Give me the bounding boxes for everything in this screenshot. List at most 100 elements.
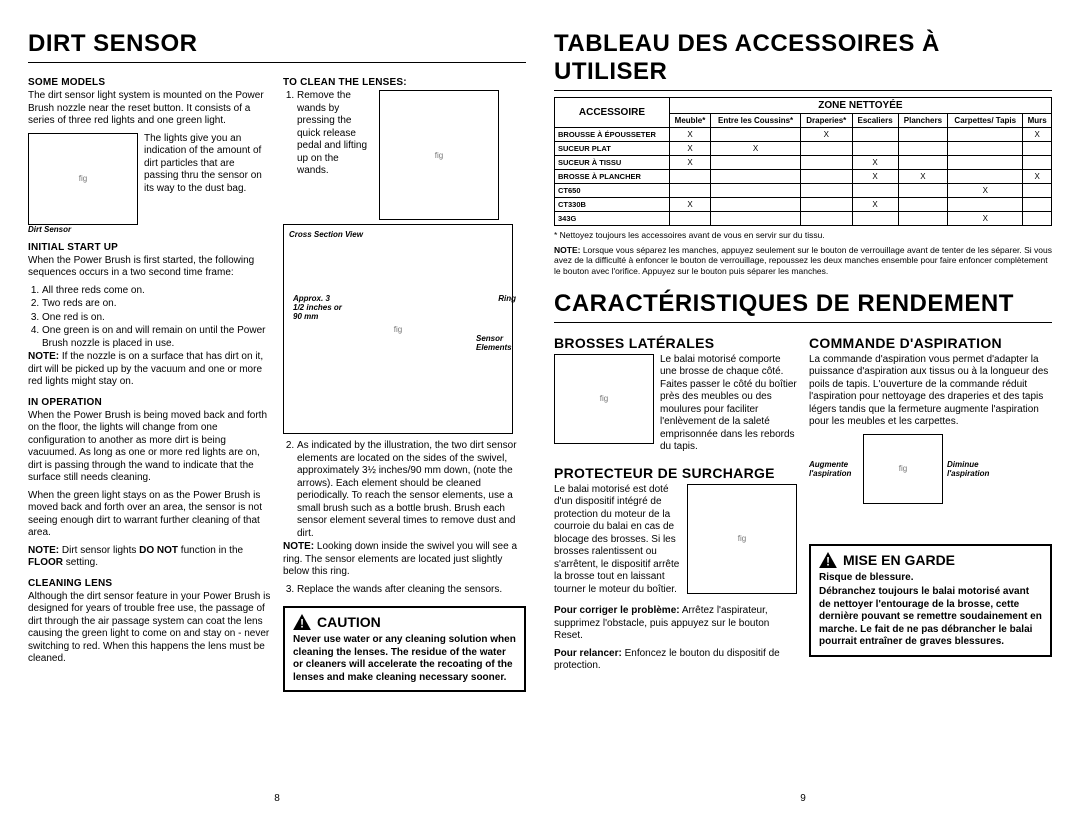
- table-footnote-2: NOTE: Lorsque vous séparez les manches, …: [554, 245, 1052, 276]
- brosses-heading: BROSSES LATÉRALES: [554, 335, 797, 351]
- cell: [852, 212, 898, 226]
- step2: As indicated by the illustration, the tw…: [297, 440, 526, 540]
- caution-body: Never use water or any cleaning solution…: [293, 634, 516, 684]
- table-row: 343GX: [555, 212, 1052, 226]
- initial-heading: INITIAL START UP: [28, 242, 271, 253]
- warning-icon: !: [293, 614, 311, 630]
- table-row: BROSSE À PLANCHERXXX: [555, 170, 1052, 184]
- initial-list: All three reds come on. Two reds are on.…: [42, 285, 271, 351]
- inop-p1: When the Power Brush is being moved back…: [28, 410, 271, 485]
- cross-section-caption: Cross Section View: [289, 230, 363, 239]
- cell: [711, 212, 801, 226]
- title-rule-2: [554, 322, 1052, 323]
- toclean-heading: TO CLEAN THE LENSES:: [283, 77, 526, 88]
- table-row: SUCEUR PLATXX: [555, 142, 1052, 156]
- svg-text:!: !: [826, 556, 830, 568]
- th: Murs: [1023, 114, 1052, 128]
- table-row: BROUSSE À ÉPOUSSETERXXX: [555, 128, 1052, 142]
- cell: [898, 198, 948, 212]
- cell: [801, 198, 852, 212]
- protecteur-p1: Le balai motorisé est doté d'un disposit…: [554, 484, 681, 597]
- cell: X: [669, 156, 710, 170]
- cell: [1023, 212, 1052, 226]
- title-rule: [554, 90, 1052, 91]
- remove-wands-figure: fig: [379, 90, 499, 220]
- caution-heading: CAUTION: [317, 614, 381, 630]
- cell: X: [669, 142, 710, 156]
- cell: [669, 184, 710, 198]
- cell: X: [711, 142, 801, 156]
- left-col-2: TO CLEAN THE LENSES: Remove the wands by…: [283, 69, 526, 692]
- cross-section-figure: fig: [283, 224, 513, 434]
- cell: [948, 156, 1023, 170]
- cell: [711, 184, 801, 198]
- aug-right: Diminue l'aspiration: [947, 460, 997, 478]
- list-item: Two reds are on.: [42, 298, 271, 311]
- cell: X: [948, 184, 1023, 198]
- cell: X: [669, 128, 710, 142]
- th: Planchers: [898, 114, 948, 128]
- cell: [852, 128, 898, 142]
- cell: [948, 198, 1023, 212]
- cell: X: [801, 128, 852, 142]
- sensor-label: Sensor Elements: [476, 334, 516, 352]
- cell: X: [852, 156, 898, 170]
- cell: [898, 128, 948, 142]
- cell: [801, 184, 852, 198]
- cell: [852, 184, 898, 198]
- cell: [801, 170, 852, 184]
- page-title: DIRT SENSOR: [28, 30, 526, 58]
- some-models-heading: SOME MODELS: [28, 77, 271, 88]
- th: Escaliers: [852, 114, 898, 128]
- step1: Remove the wands by pressing the quick r…: [297, 90, 373, 178]
- page-number: 8: [274, 793, 280, 804]
- row-label: BROUSSE À ÉPOUSSETER: [555, 128, 670, 142]
- initial-para: When the Power Brush is first started, t…: [28, 255, 271, 280]
- page-title-2: CARACTÉRISTIQUES DE RENDEMENT: [554, 290, 1052, 318]
- brosses-figure: fig: [554, 354, 654, 444]
- inop-heading: IN OPERATION: [28, 397, 271, 408]
- row-label: CT650: [555, 184, 670, 198]
- right-col-2: COMMANDE D'ASPIRATION La commande d'aspi…: [809, 329, 1052, 678]
- mise-en-garde-box: ! MISE EN GARDE Risque de blessure. Débr…: [809, 544, 1052, 657]
- cell: X: [948, 212, 1023, 226]
- svg-text:!: !: [300, 618, 304, 630]
- cell: [1023, 156, 1052, 170]
- cell: [1023, 198, 1052, 212]
- cell: [898, 184, 948, 198]
- left-col-1: SOME MODELS The dirt sensor light system…: [28, 69, 271, 692]
- cell: [852, 142, 898, 156]
- aug-left: Augmente l'aspiration: [809, 460, 859, 478]
- cell: [711, 170, 801, 184]
- list-item: One green is on and will remain on until…: [42, 325, 271, 350]
- cell: X: [898, 170, 948, 184]
- title-rule: [28, 62, 526, 63]
- th: Draperies*: [801, 114, 852, 128]
- initial-note: NOTE: NOTE: If the nozzle is on a surfac…: [28, 351, 271, 389]
- cell: [1023, 184, 1052, 198]
- th: Carpettes/ Tapis: [948, 114, 1023, 128]
- inop-note: NOTE: Dirt sensor lights DO NOT function…: [28, 545, 271, 570]
- cell: X: [852, 198, 898, 212]
- cell: [801, 156, 852, 170]
- cell: [948, 170, 1023, 184]
- cleaning-lens-heading: CLEANING LENS: [28, 578, 271, 589]
- cell: X: [669, 198, 710, 212]
- table-footnote-1: * Nettoyez toujours les accessoires avan…: [554, 230, 1052, 240]
- cell: [898, 212, 948, 226]
- cell: [711, 156, 801, 170]
- th: Meuble*: [669, 114, 710, 128]
- protecteur-p2: Pour corriger le problème: Arrêtez l'asp…: [554, 605, 797, 643]
- cell: X: [1023, 128, 1052, 142]
- cell: [948, 142, 1023, 156]
- cell: [1023, 142, 1052, 156]
- cell: [801, 212, 852, 226]
- accessories-table: ACCESSOIRE ZONE NETTOYÉE Meuble* Entre l…: [554, 97, 1052, 226]
- right-col-1: BROSSES LATÉRALES fig Le balai motorisé …: [554, 329, 797, 678]
- cell: [711, 198, 801, 212]
- commande-heading: COMMANDE D'ASPIRATION: [809, 335, 1052, 351]
- th: Entre les Coussins*: [711, 114, 801, 128]
- protecteur-figure: fig: [687, 484, 797, 594]
- page-title: TABLEAU DES ACCESSOIRES À UTILISER: [554, 30, 1052, 86]
- cell: X: [1023, 170, 1052, 184]
